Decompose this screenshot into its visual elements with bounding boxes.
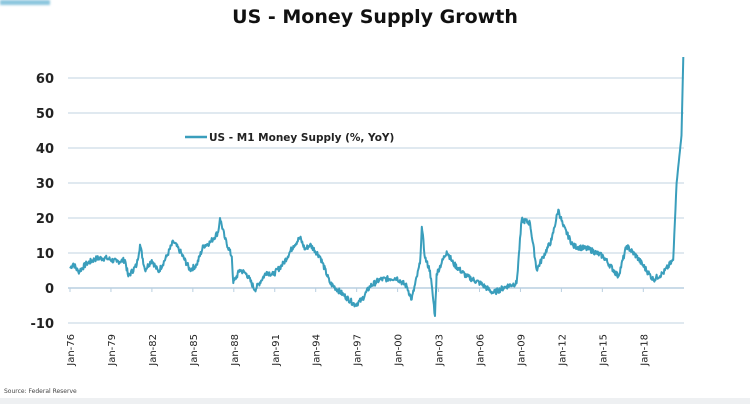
x-tick-label: Jan-09 (516, 334, 527, 367)
x-tick-label: Jan-06 (476, 334, 487, 367)
y-tick-label: 20 (36, 212, 54, 227)
x-tick-label: Jan-00 (394, 334, 405, 367)
x-tick-label: Jan-94 (312, 334, 323, 367)
frame-border (0, 398, 750, 404)
x-tick-label: Jan-82 (148, 334, 159, 367)
x-tick-label: Jan-97 (353, 334, 364, 367)
x-tick-label: Jan-91 (271, 334, 282, 367)
y-tick-label: 50 (36, 107, 54, 122)
y-tick-label: -10 (31, 317, 55, 332)
x-tick-label: Jan-79 (107, 334, 118, 367)
x-tick-label: Jan-18 (639, 334, 650, 367)
y-tick-label: 0 (45, 282, 54, 297)
y-tick-label: 30 (36, 177, 54, 192)
x-tick-label: Jan-15 (598, 334, 609, 367)
chart-title: US - Money Supply Growth (232, 6, 518, 28)
x-tick-label: Jan-88 (230, 334, 241, 367)
legend-label: US - M1 Money Supply (%, YoY) (209, 132, 394, 144)
x-tick-label: Jan-76 (66, 334, 77, 367)
x-tick-label: Jan-85 (189, 334, 200, 367)
watermark (0, 0, 50, 5)
x-tick-label: Jan-03 (435, 334, 446, 367)
y-tick-label: 10 (36, 247, 54, 262)
x-tick-label: Jan-12 (557, 334, 568, 367)
y-tick-label: 40 (36, 142, 54, 157)
source-note: Source: Federal Reserve (4, 388, 77, 395)
y-tick-label: 60 (36, 72, 54, 87)
series-line-m1 (69, 56, 685, 317)
